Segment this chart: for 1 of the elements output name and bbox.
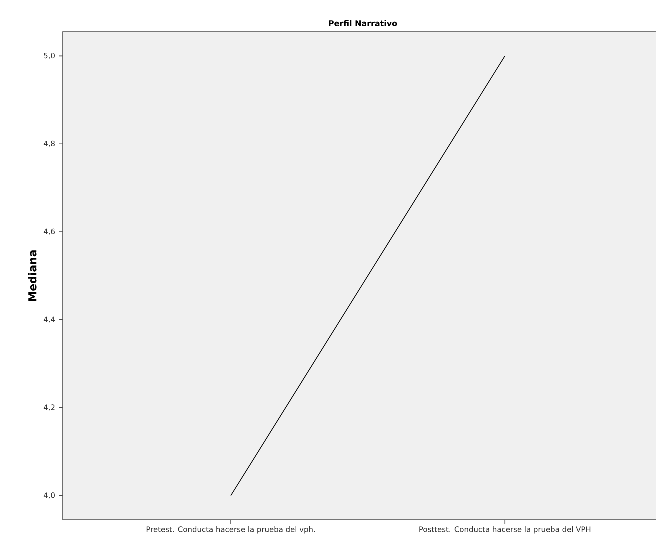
y-axis-title: Mediana: [28, 250, 37, 302]
